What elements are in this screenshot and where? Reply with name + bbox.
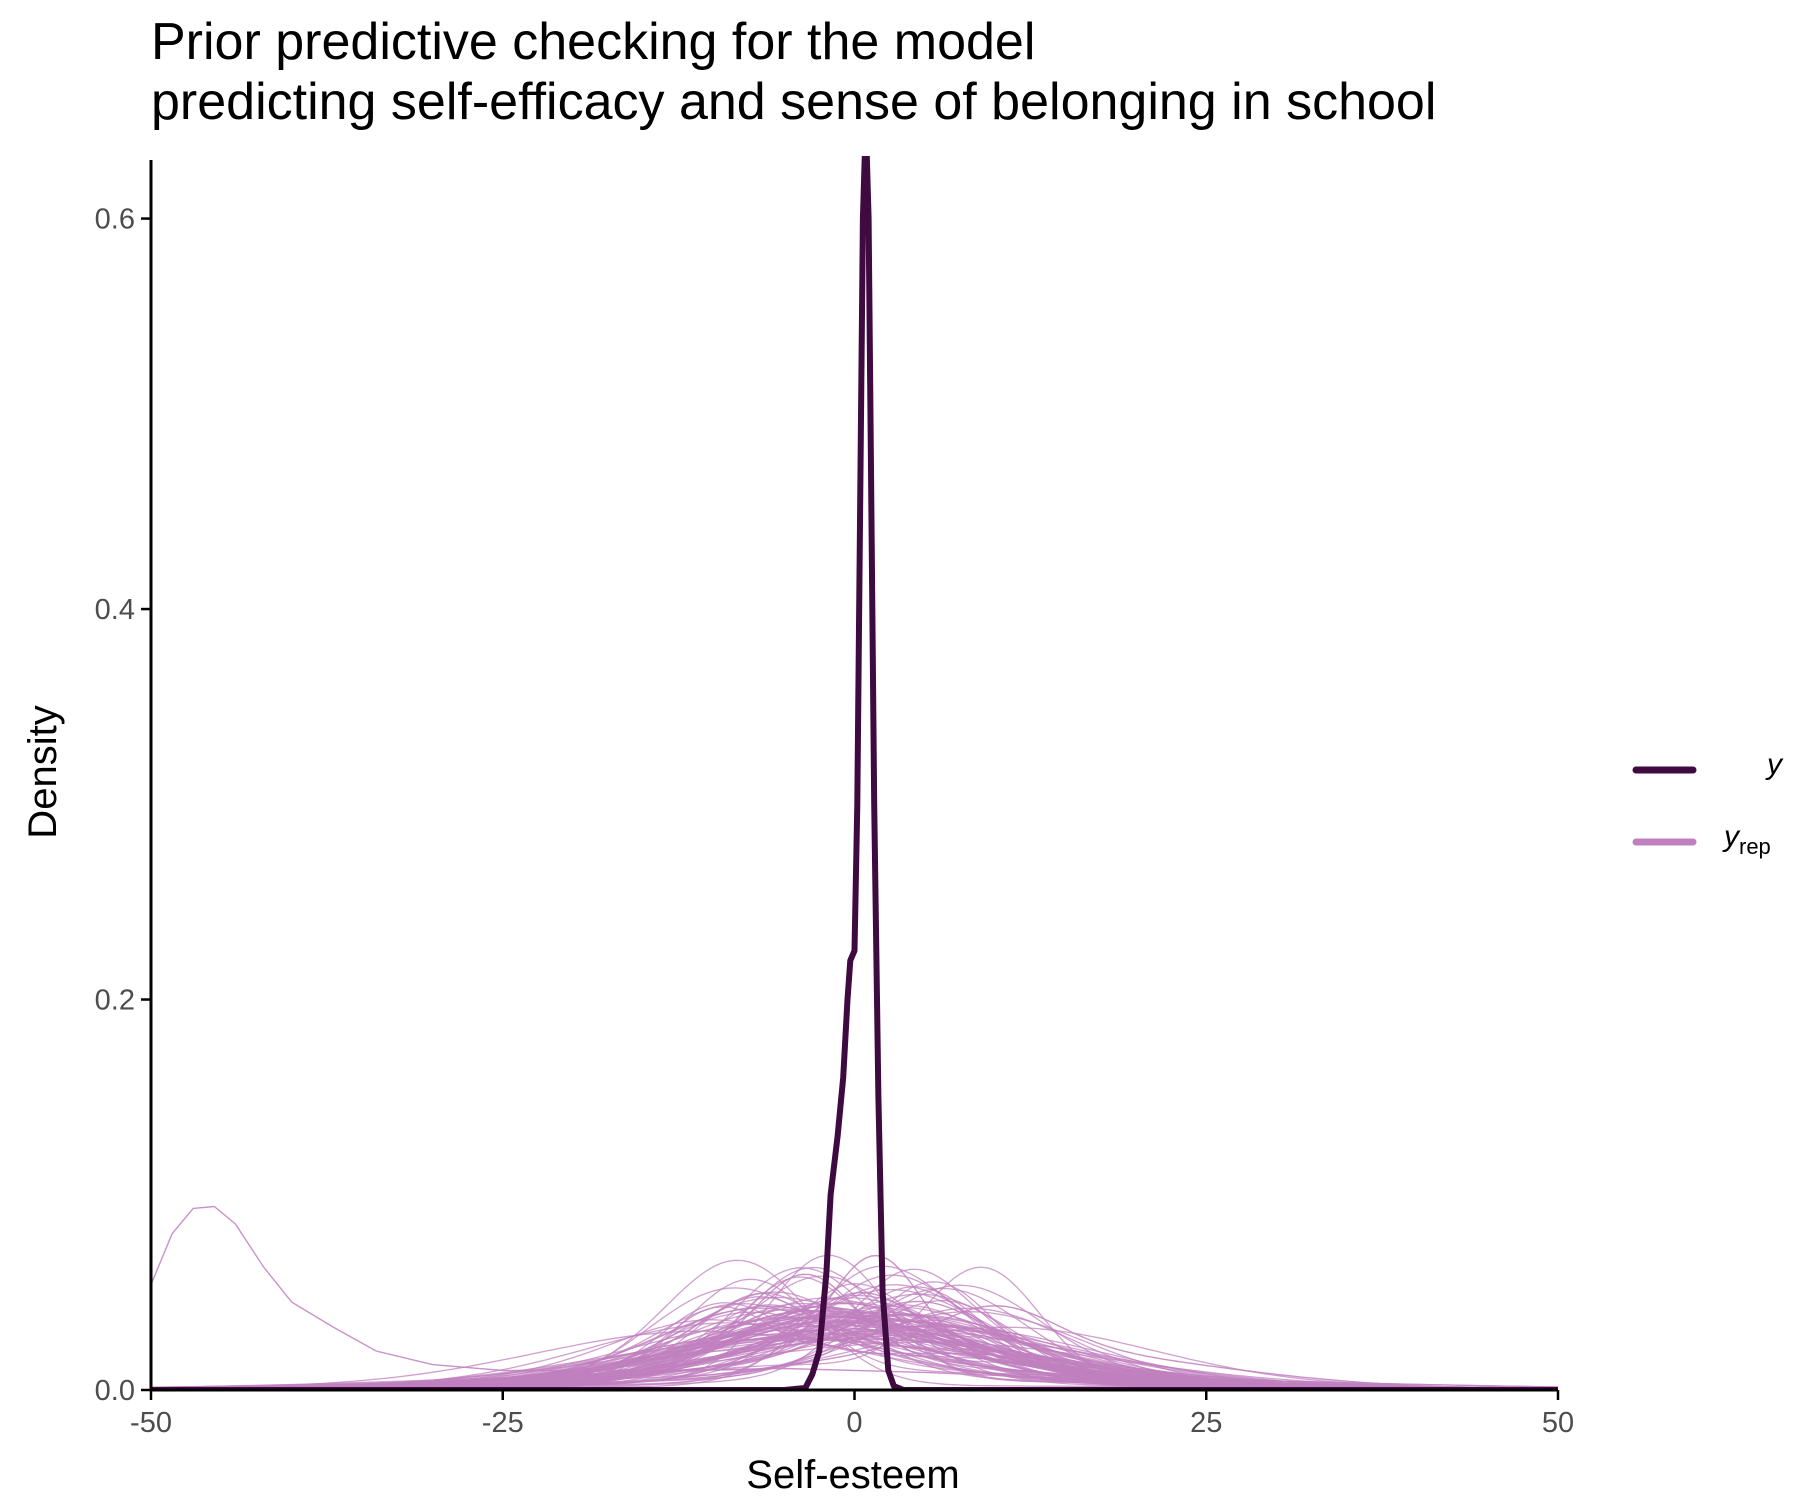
yrep-outlier-line: [151, 1205, 1558, 1389]
x-tick-label: 0: [846, 1407, 862, 1439]
y-observed-line: [151, 156, 1558, 1390]
chart-title: Prior predictive checking for the model …: [151, 12, 1436, 132]
y-tick-label: 0.2: [95, 985, 135, 1017]
tick-labels: -50 -25 0 25 50 0.0 0.2 0.4 0.6: [95, 204, 1574, 1439]
yrep-line: [151, 1315, 1558, 1390]
legend-label-y: y: [1765, 748, 1784, 781]
y-tick-label: 0.6: [95, 204, 135, 236]
x-tick-label: -25: [482, 1407, 524, 1439]
y-axis-title: Density: [21, 705, 65, 838]
y-tick-label: 0.4: [95, 594, 135, 626]
x-tick-label: 25: [1190, 1407, 1222, 1439]
chart-title-line-1: Prior predictive checking for the model: [151, 13, 1036, 71]
x-axis-title: Self-esteem: [746, 1453, 959, 1497]
yrep-line: [151, 1338, 1558, 1390]
legend: y yrep: [1632, 748, 1784, 859]
y-tick-label: 0.0: [95, 1375, 135, 1407]
yrep-lines: [151, 1205, 1558, 1390]
axes: [149, 160, 1558, 1392]
legend-label-yrep: yrep: [1722, 820, 1771, 859]
y-line: [151, 156, 1558, 1390]
chart-title-line-2: predicting self-efficacy and sense of be…: [151, 73, 1437, 131]
x-tick-label: -50: [130, 1407, 172, 1439]
x-tick-label: 50: [1542, 1407, 1574, 1439]
legend-subscript: rep: [1739, 834, 1771, 859]
